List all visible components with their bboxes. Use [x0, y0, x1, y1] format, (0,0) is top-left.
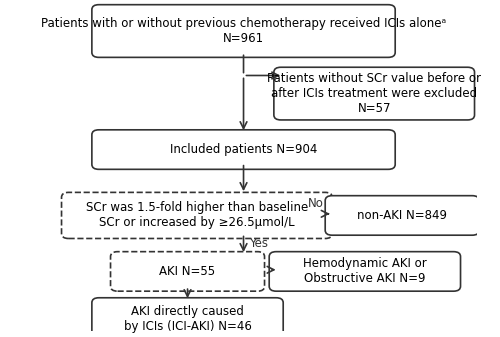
Text: non-AKI N=849: non-AKI N=849	[357, 209, 447, 222]
FancyBboxPatch shape	[110, 252, 264, 291]
Text: Yes: Yes	[249, 237, 268, 250]
FancyBboxPatch shape	[92, 5, 395, 57]
FancyBboxPatch shape	[92, 298, 283, 337]
Text: Patients without SCr value before or
after ICIs treatment were excluded
N=57: Patients without SCr value before or aft…	[267, 72, 481, 115]
Text: AKI directly caused
by ICIs (ICI-AKI) N=46: AKI directly caused by ICIs (ICI-AKI) N=…	[124, 305, 252, 333]
Text: AKI N=55: AKI N=55	[160, 265, 216, 278]
Text: Hemodynamic AKI or
Obstructive AKI N=9: Hemodynamic AKI or Obstructive AKI N=9	[303, 257, 426, 285]
FancyBboxPatch shape	[269, 252, 460, 291]
FancyBboxPatch shape	[274, 67, 474, 120]
Text: Included patients N=904: Included patients N=904	[170, 143, 317, 156]
Text: No: No	[308, 196, 324, 210]
FancyBboxPatch shape	[325, 196, 479, 235]
Text: Patients with or without previous chemotherapy received ICIs aloneᵃ
N=961: Patients with or without previous chemot…	[41, 17, 446, 45]
Text: SCr was 1.5-fold higher than baseline
SCr or increased by ≥26.5μmol/L: SCr was 1.5-fold higher than baseline SC…	[86, 202, 308, 229]
FancyBboxPatch shape	[92, 130, 395, 169]
FancyBboxPatch shape	[62, 192, 332, 239]
